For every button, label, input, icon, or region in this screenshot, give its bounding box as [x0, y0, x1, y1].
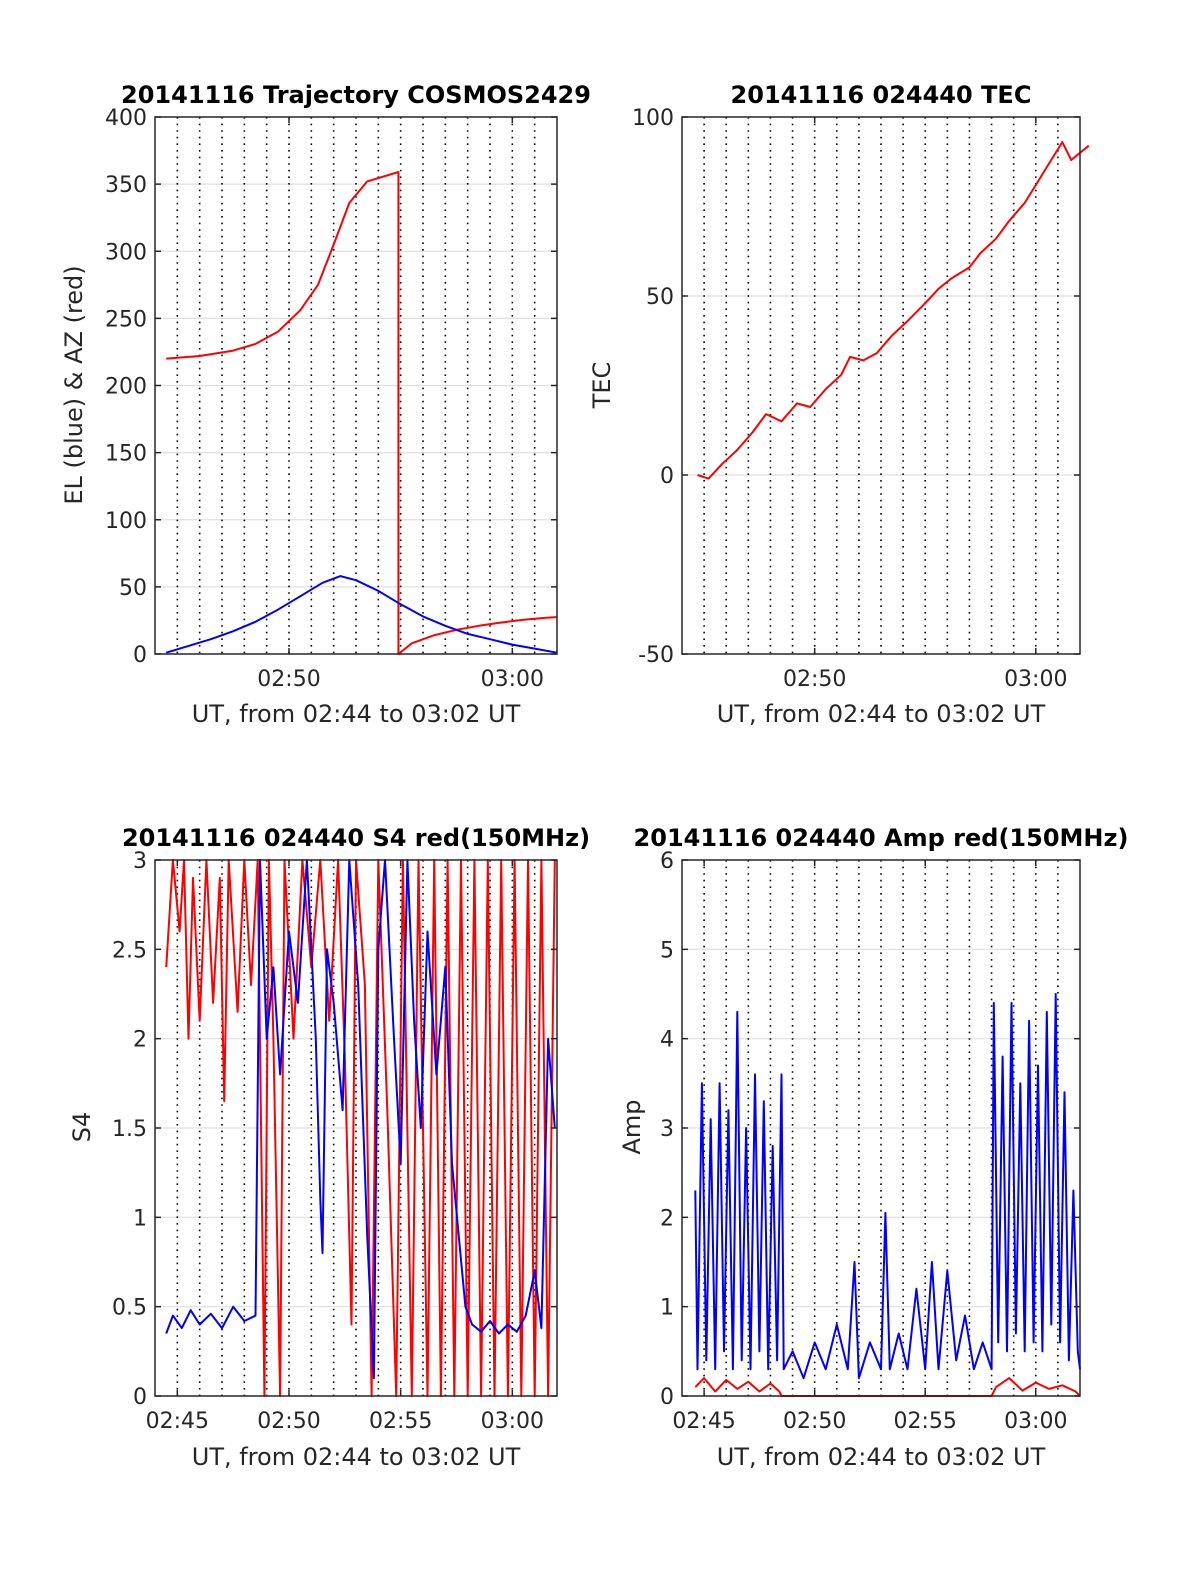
amp-y-tick-label: 6	[660, 849, 674, 874]
amp-x-tick-label: 03:00	[1004, 1409, 1067, 1434]
amp-y-axis-label: Amp	[618, 1099, 646, 1154]
tec-title: 20141116 024440 TEC	[731, 81, 1032, 109]
s4-x-tick-label: 02:45	[146, 1409, 209, 1434]
s4-series-blue	[165, 859, 556, 1380]
s4-y-tick-label: 0.5	[112, 1296, 147, 1321]
tec-x-tick-label: 02:50	[783, 667, 846, 692]
amp-x-tick-label: 02:45	[672, 1409, 735, 1434]
s4-x-tick-label: 02:55	[369, 1409, 432, 1434]
tec-y-tick-label: -50	[638, 643, 674, 668]
amp-x-tick-label: 02:50	[783, 1409, 846, 1434]
tec-series-red	[697, 141, 1090, 480]
s4-y-tick-label: 3	[133, 849, 147, 874]
trajectory-title: 20141116 Trajectory COSMOS2429	[121, 81, 591, 109]
amp-title: 20141116 024440 Amp red(150MHz)	[634, 824, 1129, 852]
amp-y-tick-label: 5	[660, 938, 674, 963]
amp-panel: 20141116 024440 Amp red(150MHz) Amp UT, …	[618, 824, 1128, 1471]
s4-x-axis-label: UT, from 02:44 to 03:02 UT	[192, 1443, 521, 1471]
trajectory-series-red	[166, 171, 558, 655]
amp-series-blue	[694, 993, 1081, 1380]
amp-y-tick-label: 0	[660, 1385, 674, 1410]
s4-series-red	[165, 859, 556, 1397]
tec-y-tick-label: 0	[660, 464, 674, 489]
amp-x-tick-label: 02:55	[894, 1409, 957, 1434]
trajectory-x-tick-label: 03:00	[481, 667, 544, 692]
trajectory-y-tick-label: 50	[119, 576, 147, 601]
s4-y-tick-label: 1.5	[112, 1117, 147, 1142]
s4-x-tick-label: 03:00	[481, 1409, 544, 1434]
trajectory-y-tick-label: 150	[105, 442, 147, 467]
s4-y-tick-label: 1	[133, 1206, 147, 1231]
amp-x-axis-label: UT, from 02:44 to 03:02 UT	[717, 1443, 1046, 1471]
tec-x-axis-label: UT, from 02:44 to 03:02 UT	[717, 700, 1046, 728]
trajectory-y-tick-label: 200	[105, 375, 147, 400]
s4-y-axis-label: S4	[68, 1112, 96, 1143]
amp-y-tick-label: 4	[660, 1028, 674, 1053]
tec-x-tick-label: 03:00	[1004, 667, 1067, 692]
s4-title: 20141116 024440 S4 red(150MHz)	[122, 824, 590, 852]
tec-plot-frame	[681, 116, 1081, 655]
trajectory-y-tick-label: 350	[105, 173, 147, 198]
trajectory-y-tick-label: 250	[105, 307, 147, 332]
trajectory-panel: 20141116 Trajectory COSMOS2429 EL (blue)…	[60, 81, 591, 728]
s4-panel: 20141116 024440 S4 red(150MHz) S4 UT, fr…	[68, 824, 590, 1471]
s4-y-tick-label: 2.5	[112, 938, 147, 963]
trajectory-x-axis-label: UT, from 02:44 to 03:02 UT	[192, 700, 521, 728]
trajectory-y-tick-label: 400	[105, 106, 147, 131]
s4-y-tick-label: 0	[133, 1385, 147, 1410]
trajectory-y-tick-label: 300	[105, 240, 147, 265]
trajectory-series-blue	[165, 575, 558, 654]
amp-y-tick-label: 2	[660, 1206, 674, 1231]
trajectory-y-axis-label: EL (blue) & AZ (red)	[60, 265, 88, 504]
tec-y-tick-label: 50	[646, 285, 674, 310]
tec-y-axis-label: TEC	[588, 362, 616, 410]
tec-y-tick-label: 100	[632, 106, 674, 131]
s4-y-tick-label: 2	[133, 1028, 147, 1053]
trajectory-y-tick-label: 100	[105, 509, 147, 534]
trajectory-x-tick-label: 02:50	[257, 667, 320, 692]
trajectory-y-tick-label: 0	[133, 643, 147, 668]
amp-y-tick-label: 1	[660, 1296, 674, 1321]
s4-x-tick-label: 02:50	[257, 1409, 320, 1434]
tec-panel: 20141116 024440 TEC TEC UT, from 02:44 t…	[588, 81, 1090, 728]
amp-y-tick-label: 3	[660, 1117, 674, 1142]
